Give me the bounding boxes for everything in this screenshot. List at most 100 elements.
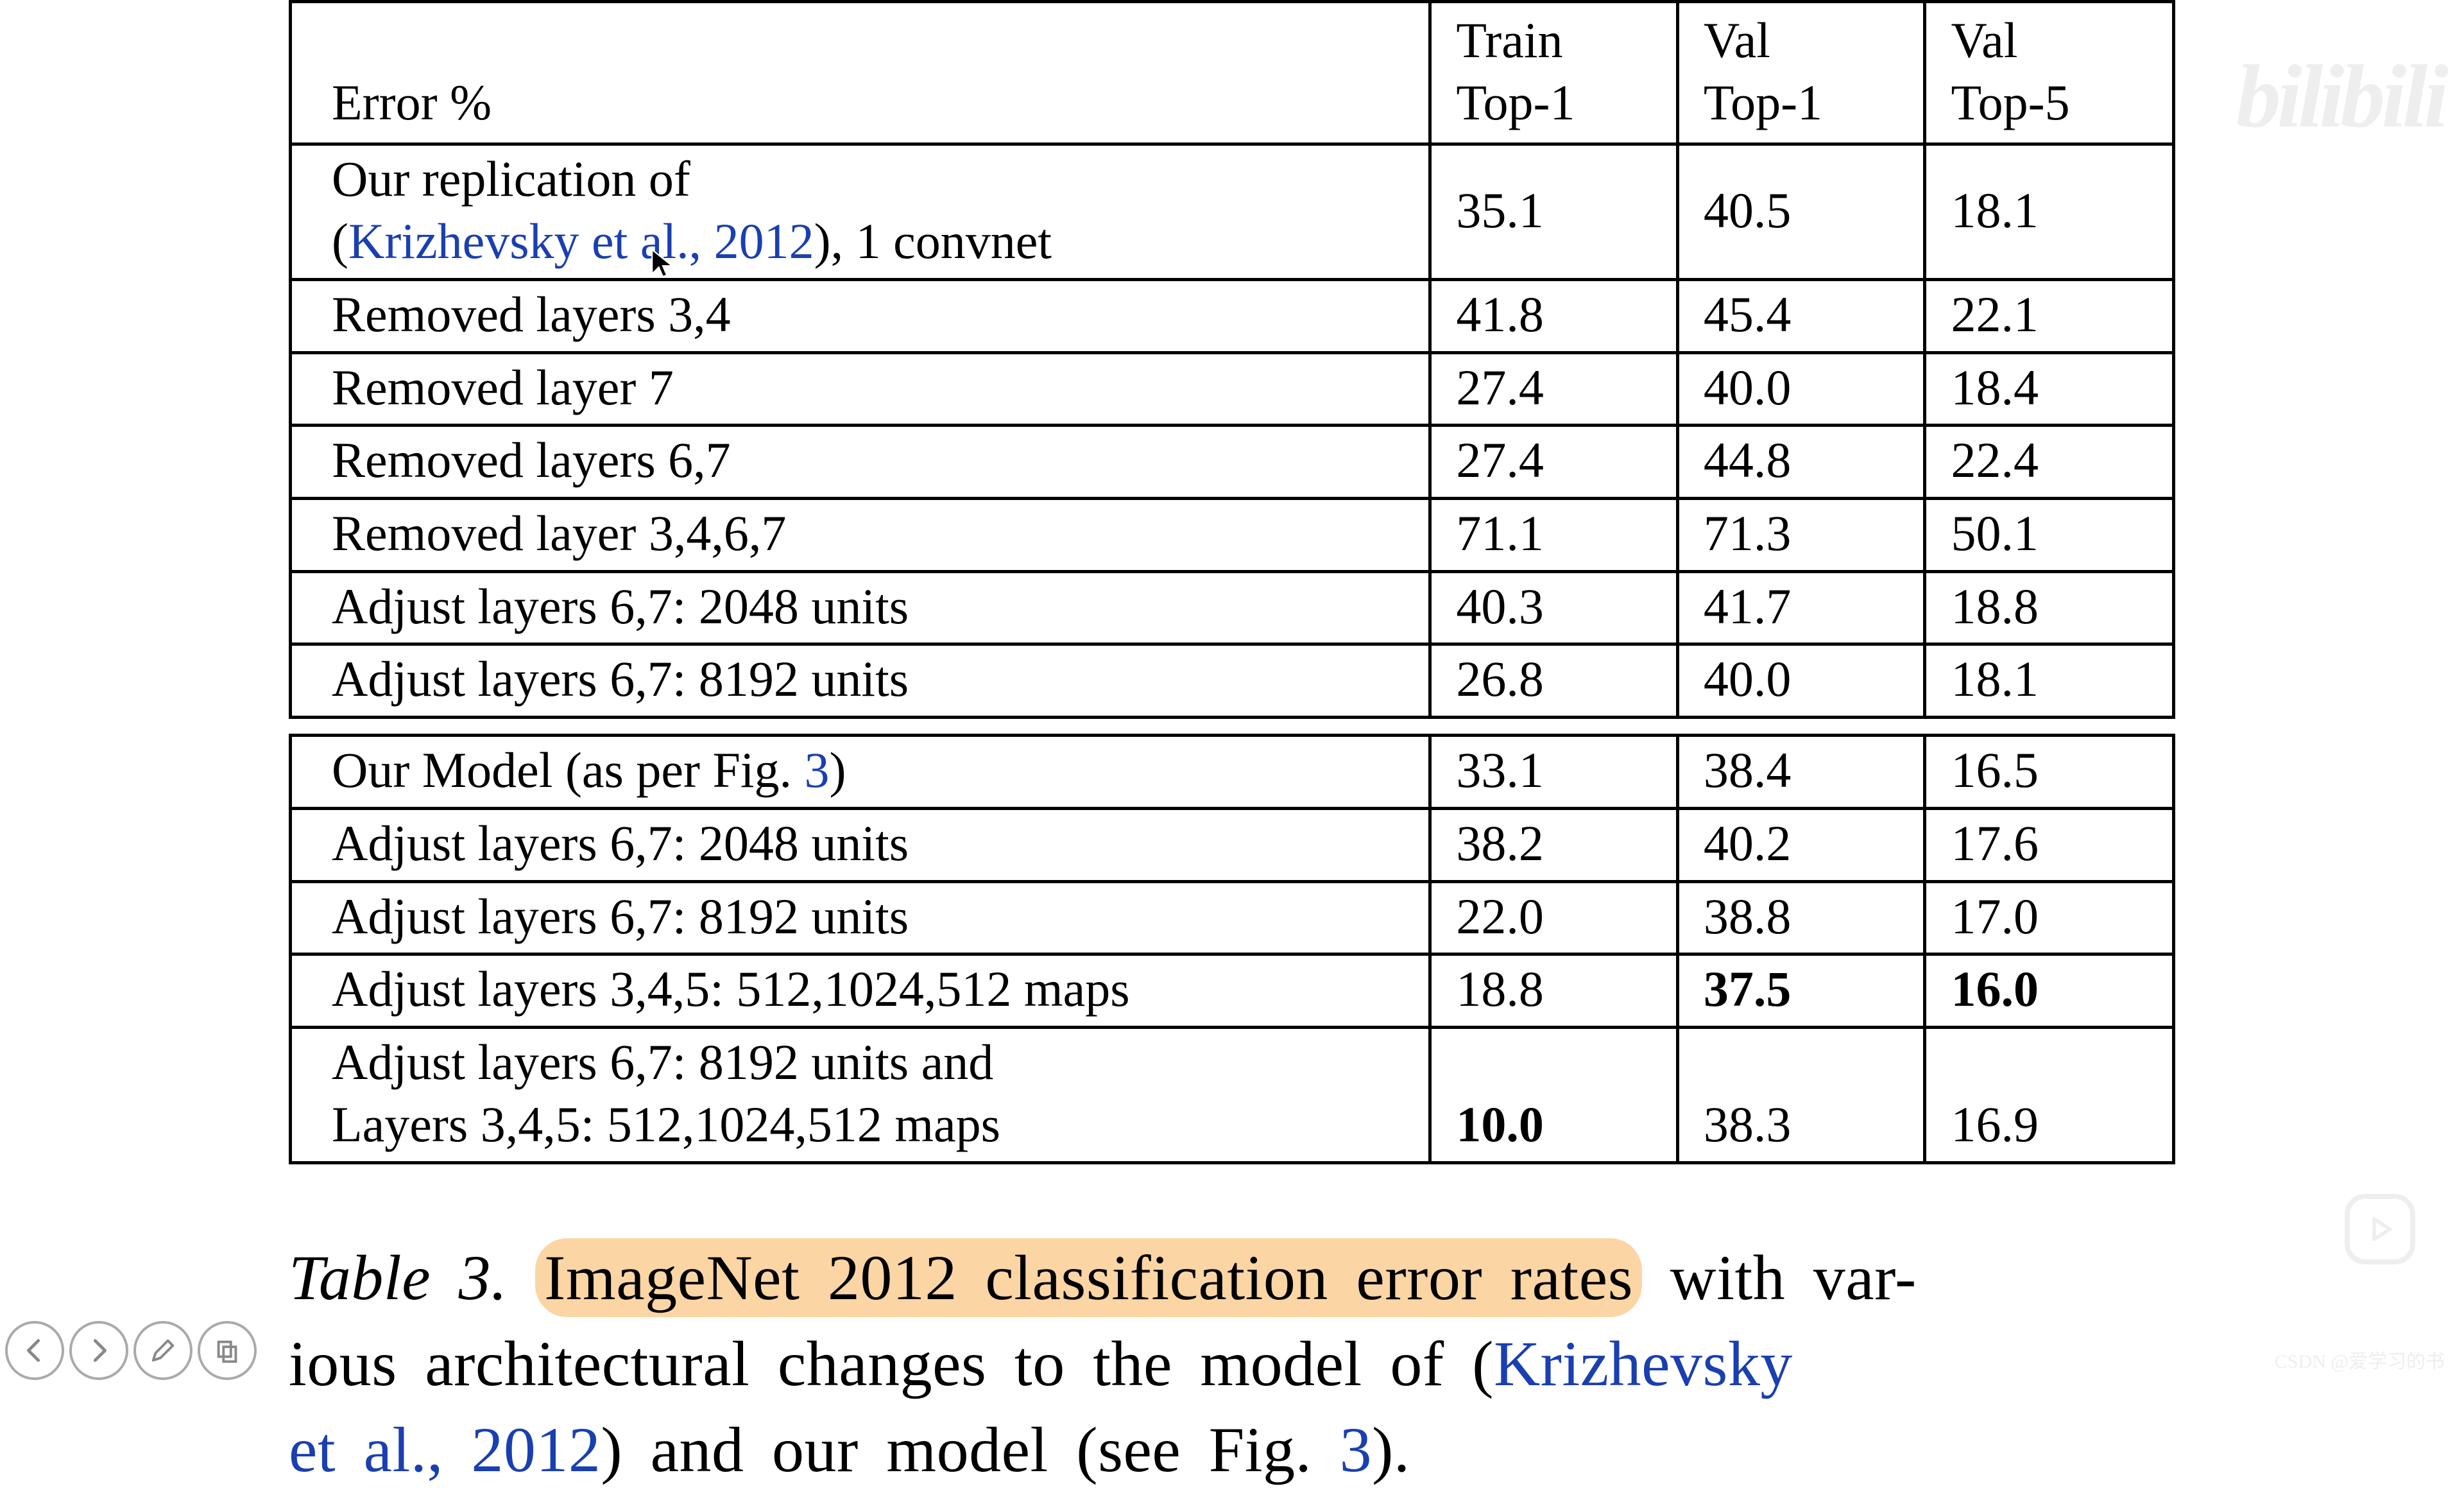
watermark-footer: CSDN @爱学习的书 — [2275, 1345, 2445, 1374]
row-label: Adjust layers 6,7: 8192 units — [291, 644, 1430, 718]
figure-ref-link[interactable]: 3 — [1340, 1414, 1373, 1485]
prev-page-button[interactable] — [5, 1321, 64, 1380]
cell-val5: 22.1 — [1925, 279, 2174, 352]
row-label: Adjust layers 6,7: 2048 units — [291, 571, 1430, 644]
cell-val5: 17.0 — [1925, 881, 2174, 954]
cell-val1: 44.8 — [1677, 426, 1925, 499]
table-row: Removed layer 7 27.4 40.0 18.4 — [291, 352, 2174, 426]
caption-text-4: ). — [1372, 1414, 1410, 1485]
cell-train: 38.2 — [1430, 808, 1678, 881]
row-label: Our Model (as per Fig. 3) — [291, 736, 1430, 809]
table-row: Adjust layers 6,7: 2048 units 38.2 40.2 … — [291, 808, 2174, 881]
copy-icon — [212, 1336, 242, 1365]
cell-train: 26.8 — [1430, 644, 1678, 718]
cell-val1: 41.7 — [1677, 571, 1925, 644]
header-val-top1-l2: Top-1 — [1704, 74, 1822, 130]
table-caption: Table 3. ImageNet 2012 classification er… — [289, 1235, 2175, 1493]
header-train-top1-l2: Top-1 — [1456, 74, 1575, 130]
cell-train: 27.4 — [1430, 352, 1678, 426]
chevron-right-icon — [84, 1336, 114, 1365]
cell-val1: 40.0 — [1677, 352, 1925, 426]
cell-train: 71.1 — [1430, 499, 1678, 572]
citation-link[interactable]: Krizhevsky et al., 2012 — [348, 213, 814, 269]
table-row: Adjust layers 6,7: 8192 units 26.8 40.0 … — [291, 644, 2174, 718]
copy-button[interactable] — [198, 1321, 257, 1380]
table-row: Adjust layers 3,4,5: 512,1024,512 maps 1… — [291, 954, 2174, 1028]
row-label-l2-post: ), 1 convnet — [814, 213, 1052, 269]
cell-val5: 16.5 — [1925, 736, 2174, 809]
header-val-top1-l1: Val — [1704, 12, 1770, 68]
table-row: Adjust layers 6,7: 8192 units and Layers… — [291, 1028, 2174, 1162]
viewer-controls — [5, 1321, 257, 1380]
row-label: Adjust layers 6,7: 8192 units and Layers… — [291, 1028, 1430, 1162]
figure-ref-link[interactable]: 3 — [805, 742, 830, 798]
play-icon — [2363, 1212, 2397, 1247]
cell-val1: 38.4 — [1677, 736, 1925, 809]
cell-val5: 17.6 — [1925, 808, 2174, 881]
row-label: Removed layer 3,4,6,7 — [291, 499, 1430, 572]
row-label: Adjust layers 6,7: 2048 units — [291, 808, 1430, 881]
row-label-line1: Adjust layers 6,7: 8192 units and — [332, 1034, 993, 1090]
header-val-top5: Val Top-5 — [1925, 2, 2174, 144]
cell-val5: 22.4 — [1925, 426, 2174, 499]
header-train-top1: Train Top-1 — [1430, 2, 1678, 144]
header-label: Error % — [291, 2, 1430, 144]
next-page-button[interactable] — [69, 1321, 128, 1380]
header-val-top5-l2: Top-5 — [1951, 74, 2069, 130]
cell-train: 10.0 — [1430, 1028, 1678, 1162]
header-train-top1-l1: Train — [1456, 12, 1562, 68]
row-label: Adjust layers 3,4,5: 512,1024,512 maps — [291, 954, 1430, 1028]
cell-val5: 16.0 — [1925, 954, 2174, 1028]
cell-val5: 16.9 — [1925, 1028, 2174, 1162]
cell-val1: 40.2 — [1677, 808, 1925, 881]
cell-val5: 18.1 — [1925, 144, 2174, 279]
cell-val1: 37.5 — [1677, 954, 1925, 1028]
cell-train: 40.3 — [1430, 571, 1678, 644]
cell-val1: 40.5 — [1677, 144, 1925, 279]
cell-val5: 18.1 — [1925, 644, 2174, 718]
row-label-line2: Layers 3,4,5: 512,1024,512 maps — [332, 1096, 1000, 1152]
row-label: Removed layers 3,4 — [291, 279, 1430, 352]
table-row: Removed layers 3,4 41.8 45.4 22.1 — [291, 279, 2174, 352]
row-label-pre: Our Model (as per Fig. — [332, 742, 805, 798]
annotate-button[interactable] — [133, 1321, 193, 1380]
row-label-line1: Our replication of — [332, 151, 690, 207]
cell-val1: 38.8 — [1677, 881, 1925, 954]
caption-table-label: Table 3. — [289, 1242, 508, 1313]
row-label: Adjust layers 6,7: 8192 units — [291, 881, 1430, 954]
citation-link[interactable]: Krizhevsky — [1494, 1328, 1793, 1399]
cell-val1: 71.3 — [1677, 499, 1925, 572]
row-label: Our replication of (Krizhevsky et al., 2… — [291, 144, 1430, 279]
header-val-top5-l1: Val — [1951, 12, 2017, 68]
table-row: Removed layers 6,7 27.4 44.8 22.4 — [291, 426, 2174, 499]
caption-highlighted-text: ImageNet 2012 classification error rates — [535, 1238, 1642, 1317]
chevron-left-icon — [20, 1336, 49, 1365]
row-label: Removed layers 6,7 — [291, 426, 1430, 499]
table-section-gap — [291, 718, 2174, 736]
row-label-post: ) — [830, 742, 846, 798]
cell-train: 41.8 — [1430, 279, 1678, 352]
results-table: Error % Train Top-1 Val Top-1 Val Top-5 … — [289, 0, 2175, 1164]
row-label: Removed layer 7 — [291, 352, 1430, 426]
table-header-row: Error % Train Top-1 Val Top-1 Val Top-5 — [291, 2, 2174, 144]
cell-val5: 18.8 — [1925, 571, 2174, 644]
header-val-top1: Val Top-1 — [1677, 2, 1925, 144]
page-container: Error % Train Top-1 Val Top-1 Val Top-5 … — [289, 0, 2175, 1493]
watermark-logo: bilibili — [2236, 45, 2445, 148]
cell-train: 33.1 — [1430, 736, 1678, 809]
cell-val5: 50.1 — [1925, 499, 2174, 572]
cell-train: 18.8 — [1430, 954, 1678, 1028]
cell-val1: 38.3 — [1677, 1028, 1925, 1162]
cell-val1: 40.0 — [1677, 644, 1925, 718]
caption-text-2: ious architectural changes to the model … — [289, 1328, 1494, 1399]
cell-val5: 18.4 — [1925, 352, 2174, 426]
citation-link[interactable]: et al., 2012 — [289, 1414, 601, 1485]
table-row: Our Model (as per Fig. 3) 33.1 38.4 16.5 — [291, 736, 2174, 809]
table-row: Adjust layers 6,7: 2048 units 40.3 41.7 … — [291, 571, 2174, 644]
header-label-text: Error % — [332, 74, 492, 130]
row-label-l2-pre: ( — [332, 213, 348, 269]
cell-train: 27.4 — [1430, 426, 1678, 499]
caption-text-1: with var- — [1642, 1242, 1917, 1313]
cell-train: 35.1 — [1430, 144, 1678, 279]
play-button[interactable] — [2345, 1194, 2415, 1264]
